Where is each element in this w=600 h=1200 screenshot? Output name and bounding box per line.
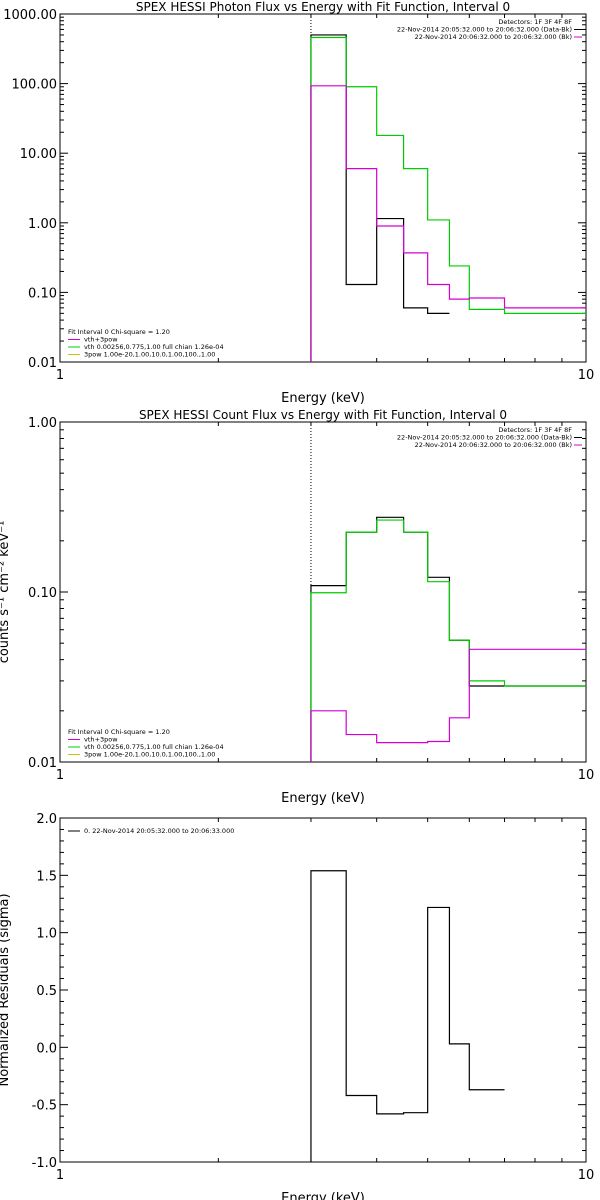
legend-entry: vth 0.00256,0.775,1.00 full chian 1.26e-…: [84, 343, 224, 351]
info-line: Detectors: 1F 3F 4F 8F: [498, 426, 572, 434]
series-total: [310, 648, 586, 762]
x-tick-label: 1: [56, 1168, 64, 1183]
chart-title: SPEX HESSI Count Flux vs Energy with Fit…: [139, 408, 507, 422]
info-line: Detectors: 1F 3F 4F 8F: [498, 18, 572, 26]
series-total: [310, 85, 586, 362]
y-tick-label: -0.5: [32, 1099, 57, 1114]
x-tick-label: 1: [56, 768, 64, 783]
y-tick-label: 0.10: [28, 586, 57, 601]
x-axis-label: Energy (keV): [281, 391, 365, 406]
y-tick-label: 1.5: [36, 869, 57, 884]
series-vth: [310, 36, 586, 362]
series-residual: [310, 870, 505, 1162]
chart-panel-2: SPEX HESSI Count Flux vs Energy with Fit…: [0, 408, 594, 806]
y-tick-label: 0.0: [36, 1041, 57, 1056]
plot-frame: [59, 13, 587, 363]
legend: Fit Interval 0 Chi-square = 1.20vth+3pow…: [68, 328, 224, 359]
legend-entry: vth 0.00256,0.775,1.00 full chian 1.26e-…: [84, 743, 224, 751]
x-tick-label: 10: [578, 368, 595, 383]
info-line: 22-Nov-2014 20:06:32.000 to 20:06:32.000…: [415, 441, 572, 449]
y-axis-label: counts s⁻¹ cm⁻² keV⁻¹: [0, 521, 12, 664]
y-tick-label: -1.0: [32, 1156, 57, 1171]
legend-entry: Fit Interval 0 Chi-square = 1.20: [68, 328, 170, 336]
x-tick-label: 10: [578, 1168, 595, 1183]
plot-frame: [59, 817, 587, 1163]
series-vth: [310, 519, 586, 762]
legend-entry: 3pow 1.00e-20,1.00,10.0,1.00,100.,1.00: [84, 751, 215, 759]
legend-entry: vth+3pow: [84, 736, 118, 744]
chart-panel-3: 1 10 -1.0 -0.5 0.0 0.5 1.0 1.5 2.0 Energy (keV) No…: [0, 812, 594, 1200]
legend: 0. 22-Nov-2014 20:05:32.000 to 20:06:33.…: [68, 827, 234, 835]
x-axis-label: Energy (keV): [281, 1191, 365, 1200]
legend: Fit Interval 0 Chi-square = 1.20vth+3pow…: [68, 728, 224, 759]
y-tick-label: 1.00: [28, 217, 57, 232]
y-tick-label: 10.00: [20, 147, 57, 162]
y-tick-label: 0.01: [28, 756, 57, 771]
chart-panel-1: SPEX HESSI Photon Flux vs Energy with Fi…: [3, 0, 594, 406]
x-axis-label: Energy (keV): [281, 791, 365, 806]
x-tick-label: 1: [56, 368, 64, 383]
y-tick-label: 100.00: [12, 78, 58, 93]
y-tick-label: 1.0: [36, 927, 57, 942]
legend-entry: 3pow 1.00e-20,1.00,10.0,1.00,100.,1.00: [84, 351, 215, 359]
y-tick-label: 1.00: [28, 416, 57, 431]
info-line: 22-Nov-2014 20:05:32.000 to 20:06:32.000…: [397, 26, 572, 34]
y-tick-label: 1000.00: [3, 8, 57, 23]
info-line: 22-Nov-2014 20:05:32.000 to 20:06:32.000…: [397, 434, 572, 442]
y-tick-label: 2.0: [36, 812, 57, 827]
y-tick-label: 0.10: [28, 286, 57, 301]
info-line: 22-Nov-2014 20:06:32.000 to 20:06:32.000…: [415, 33, 572, 41]
y-tick-label: 0.5: [36, 984, 57, 999]
x-tick-label: 10: [578, 768, 595, 783]
y-tick-label: 0.01: [28, 356, 57, 371]
y-axis-label: Normalized Residuals (sigma): [0, 893, 12, 1086]
series-data: [310, 34, 450, 362]
legend-entry: 0. 22-Nov-2014 20:05:32.000 to 20:06:33.…: [84, 827, 234, 835]
legend-entry: vth+3pow: [84, 336, 118, 344]
chart-title: SPEX HESSI Photon Flux vs Energy with Fi…: [136, 0, 510, 14]
legend-entry: Fit Interval 0 Chi-square = 1.20: [68, 728, 170, 736]
